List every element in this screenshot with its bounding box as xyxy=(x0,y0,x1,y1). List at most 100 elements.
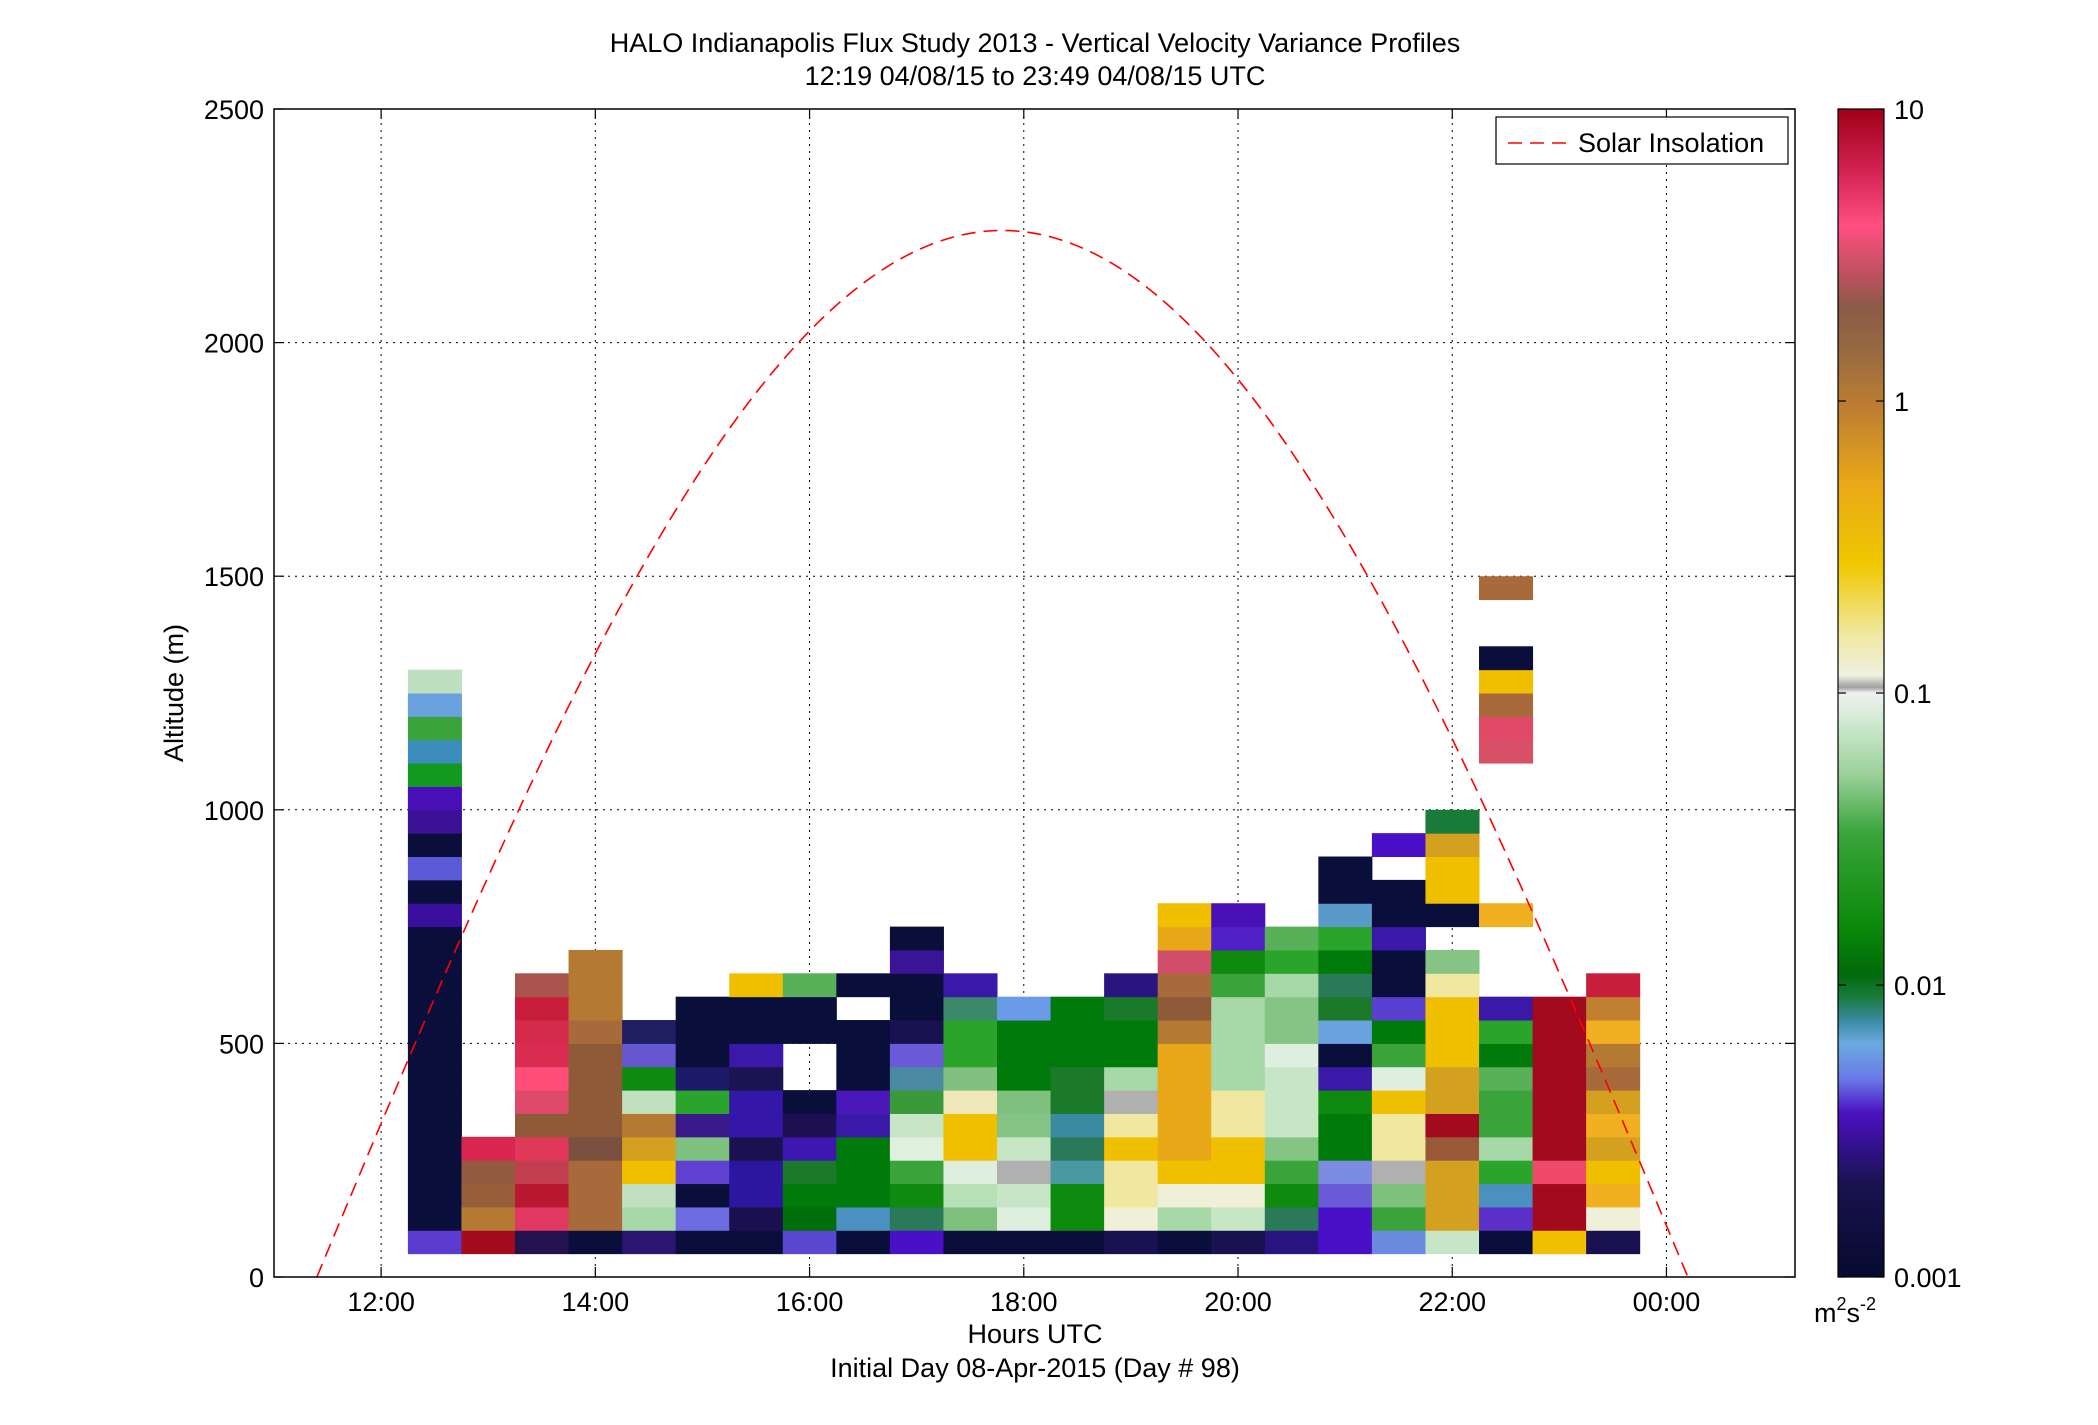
heatmap-cell xyxy=(1425,1090,1480,1114)
heatmap-cell xyxy=(1050,996,1105,1021)
heatmap-cell xyxy=(1586,996,1641,1021)
heatmap-cell xyxy=(407,1020,462,1044)
heatmap-cell xyxy=(997,1043,1052,1068)
heatmap-cell xyxy=(568,1020,623,1044)
heatmap-cell xyxy=(782,1020,837,1044)
heatmap-cell xyxy=(782,1206,837,1231)
heatmap-cell xyxy=(836,1206,891,1231)
heatmap-cell xyxy=(1104,1020,1159,1044)
heatmap-cell xyxy=(1532,1183,1587,1208)
heatmap-cell xyxy=(1050,1066,1105,1091)
heatmap-cell xyxy=(1479,739,1534,764)
heatmap-cell xyxy=(1425,949,1480,974)
heatmap-cell xyxy=(1479,1230,1534,1255)
heatmap-cell xyxy=(1586,973,1641,998)
heatmap-cell xyxy=(1371,996,1426,1021)
heatmap-cell xyxy=(1318,1230,1373,1255)
heatmap-cell xyxy=(675,1090,730,1114)
colorbar-unit: m2s-2 xyxy=(1814,1294,1876,1328)
heatmap-cell xyxy=(1211,1020,1266,1044)
heatmap-cell xyxy=(1318,1183,1373,1208)
heatmap-cell xyxy=(407,669,462,694)
heatmap-cell xyxy=(675,1230,730,1255)
heatmap-cell xyxy=(1479,1206,1534,1231)
x-tick-label: 20:00 xyxy=(1204,1287,1272,1317)
heatmap-cell xyxy=(1157,1206,1212,1231)
heatmap-cell xyxy=(1157,926,1212,951)
heatmap-cell xyxy=(1264,1113,1319,1138)
heatmap-cell xyxy=(407,926,462,951)
heatmap-cell xyxy=(1371,1090,1426,1114)
heatmap-cell xyxy=(1371,1206,1426,1231)
heatmap-cell xyxy=(782,1136,837,1161)
heatmap-cell xyxy=(1264,1043,1319,1068)
heatmap-cell xyxy=(407,693,462,717)
heatmap-cell xyxy=(1264,1206,1319,1231)
heatmap-cell xyxy=(1211,973,1266,998)
heatmap-cell xyxy=(1050,1136,1105,1161)
heatmap-cell xyxy=(782,1090,837,1114)
heatmap-cell xyxy=(1211,1043,1266,1068)
heatmap-cell xyxy=(1479,996,1534,1021)
heatmap-cell xyxy=(729,1113,784,1138)
heatmap-cell xyxy=(1157,1090,1212,1114)
heatmap-cell xyxy=(1586,1090,1641,1114)
heatmap-cell xyxy=(1050,1230,1105,1255)
heatmap-cell xyxy=(836,1136,891,1161)
heatmap-cell xyxy=(1532,1043,1587,1068)
x-tick-label: 22:00 xyxy=(1418,1287,1486,1317)
x-tick-label: 16:00 xyxy=(776,1287,844,1317)
heatmap-cell xyxy=(1157,1020,1212,1044)
heatmap-cell xyxy=(1157,1183,1212,1208)
heatmap-cell xyxy=(836,1160,891,1185)
heatmap-cell xyxy=(675,1113,730,1138)
heatmap-cell xyxy=(568,1136,623,1161)
heatmap-cell xyxy=(461,1136,516,1161)
heatmap-cell xyxy=(1532,1230,1587,1255)
heatmap-cell xyxy=(1318,973,1373,998)
x-tick-label: 14:00 xyxy=(562,1287,630,1317)
heatmap-cell xyxy=(515,1230,570,1255)
heatmap-cell xyxy=(515,1206,570,1231)
heatmap-cell xyxy=(515,973,570,998)
heatmap-cell xyxy=(622,1113,677,1138)
heatmap-cell xyxy=(1104,973,1159,998)
chart-subtitle: 12:19 04/08/15 to 23:49 04/08/15 UTC xyxy=(805,61,1266,91)
y-tick-label: 1000 xyxy=(204,796,264,826)
heatmap-cell xyxy=(1264,1230,1319,1255)
heatmap-cell xyxy=(1050,1206,1105,1231)
heatmap-cell xyxy=(1050,1043,1105,1068)
heatmap-cell xyxy=(1371,1230,1426,1255)
heatmap-cell xyxy=(1425,1183,1480,1208)
heatmap-cell xyxy=(568,1043,623,1068)
x-axis-label: Hours UTC xyxy=(967,1319,1102,1349)
y-tick-label: 500 xyxy=(219,1029,264,1059)
heatmap-cell xyxy=(568,1230,623,1255)
heatmap-cell xyxy=(1479,576,1534,601)
colorbar-unit-mid: s xyxy=(1847,1298,1861,1328)
heatmap-cell xyxy=(1050,1160,1105,1185)
heatmap-cell xyxy=(1104,1230,1159,1255)
heatmap-cell xyxy=(943,1090,998,1114)
colorbar-tick-label: 1 xyxy=(1894,387,1909,417)
legend: Solar Insolation xyxy=(1495,116,1789,165)
heatmap-cell xyxy=(889,996,944,1021)
heatmap-cell xyxy=(1211,1090,1266,1114)
heatmap-cell xyxy=(1157,1160,1212,1185)
heatmap-cell xyxy=(1371,1113,1426,1138)
heatmap-cell xyxy=(1211,1160,1266,1185)
heatmap-cell xyxy=(836,1230,891,1255)
heatmap-cell xyxy=(675,1066,730,1091)
heatmap-cell xyxy=(997,1230,1052,1255)
heatmap-cell xyxy=(729,1020,784,1044)
heatmap-cell xyxy=(1157,1066,1212,1091)
y-tick-label: 2500 xyxy=(204,95,264,125)
heatmap-cell xyxy=(622,1230,677,1255)
heatmap-cell xyxy=(1157,949,1212,974)
heatmap-cell xyxy=(943,1113,998,1138)
heatmap-cell xyxy=(568,1090,623,1114)
heatmap-cell xyxy=(515,1160,570,1185)
heatmap-cell xyxy=(1586,1183,1641,1208)
heatmap-cell xyxy=(1479,1183,1534,1208)
heatmap-cell xyxy=(1211,903,1266,928)
